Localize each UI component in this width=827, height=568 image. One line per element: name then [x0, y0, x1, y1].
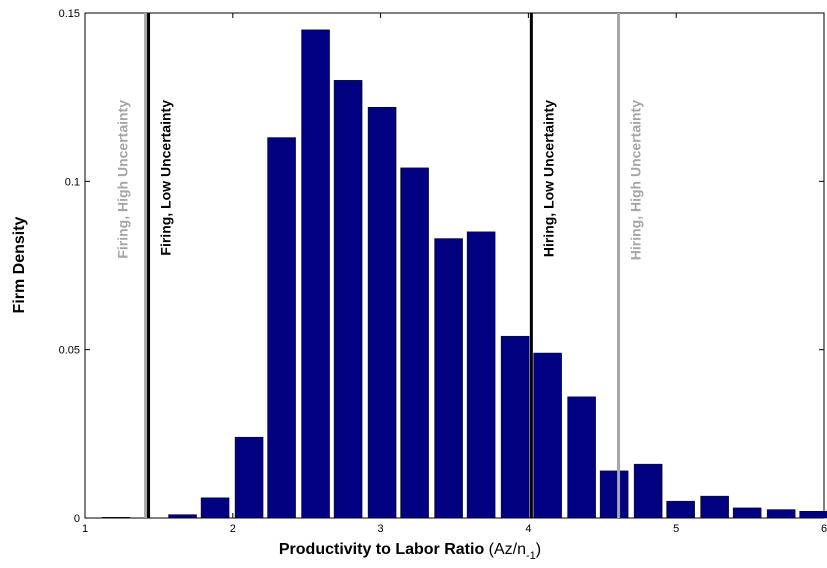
threshold-label: Firing, High Uncertainty: [115, 100, 131, 259]
bar: [799, 511, 827, 519]
x-axis-title: Productivity to Labor Ratio: [279, 541, 485, 558]
bar: [466, 231, 496, 519]
bar: [766, 509, 796, 519]
x-axis-unit-end: ): [536, 541, 541, 558]
y-tick-label: 0.1: [65, 176, 80, 188]
bar: [301, 29, 330, 519]
x-tick-label: 5: [673, 523, 679, 535]
x-tick-label: 1: [82, 523, 88, 535]
threshold-label: Firing, Low Uncertainty: [158, 100, 174, 256]
bar: [666, 500, 695, 519]
x-axis-unit-subscript: -1: [526, 550, 536, 562]
x-tick-label: 3: [378, 523, 384, 535]
y-axis-label: Firm Density: [11, 216, 28, 313]
bar: [101, 517, 131, 519]
x-tick-label: 2: [230, 523, 236, 535]
bar: [234, 436, 264, 519]
bar: [333, 80, 363, 519]
bar: [567, 396, 596, 519]
bar: [633, 463, 663, 519]
y-tick-label: 0: [74, 513, 80, 525]
y-tick-label: 0.15: [59, 8, 80, 20]
bar: [732, 507, 762, 519]
x-tick-label: 6: [821, 523, 827, 535]
bar: [168, 514, 197, 519]
bar: [533, 352, 562, 519]
x-tick-label: 4: [525, 523, 531, 535]
bar: [500, 335, 530, 519]
bar: [200, 497, 230, 519]
x-axis-unit: (Az/n: [489, 541, 526, 558]
bar: [700, 495, 729, 519]
threshold-label: Hiring, Low Uncertainty: [540, 100, 556, 257]
bar: [434, 238, 463, 519]
x-axis-label: Productivity to Labor Ratio (Az/n-1): [279, 541, 541, 562]
bar: [400, 167, 429, 519]
y-tick-label: 0.05: [59, 345, 80, 357]
bar: [267, 137, 296, 519]
bar: [367, 107, 397, 519]
bar: [599, 470, 629, 519]
threshold-label: Hiring, High Uncertainty: [628, 100, 644, 260]
